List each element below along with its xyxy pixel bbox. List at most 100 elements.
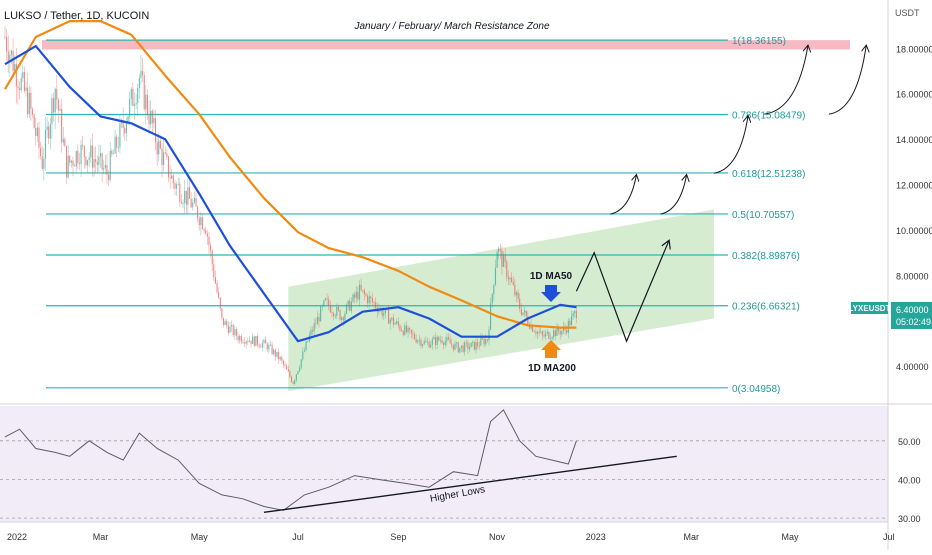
candle	[206, 230, 208, 245]
candle	[124, 125, 126, 141]
candle	[64, 136, 66, 147]
candle-body	[413, 334, 416, 339]
candle	[109, 142, 111, 183]
candle-body	[46, 126, 48, 130]
candle	[467, 339, 469, 355]
candle	[342, 316, 344, 327]
candle	[320, 304, 322, 322]
candle	[554, 329, 556, 341]
candle-body	[219, 297, 221, 309]
candle	[447, 333, 450, 341]
ma200-label: 1D MA200	[528, 363, 576, 374]
candle	[444, 336, 446, 348]
candle	[400, 326, 403, 332]
candle	[324, 297, 327, 302]
candle-body	[423, 340, 425, 345]
rsi-axis-tick: 40.00	[898, 475, 921, 485]
candle-body	[266, 343, 268, 350]
candle-body	[431, 339, 433, 345]
candle	[557, 324, 560, 335]
candle-body	[410, 329, 412, 334]
candle-body	[64, 139, 66, 147]
candle	[111, 148, 113, 157]
candle	[224, 319, 226, 326]
candle-body	[533, 331, 535, 333]
candle	[57, 97, 60, 124]
candle-body	[112, 153, 115, 155]
candle-body	[192, 202, 194, 208]
candle-body	[148, 114, 150, 125]
candle-body	[389, 319, 391, 324]
candle-body	[169, 177, 171, 179]
candle	[256, 333, 259, 348]
candle-body	[388, 310, 390, 324]
candle-body	[475, 342, 477, 350]
candle-body	[363, 290, 365, 295]
candle	[303, 347, 306, 353]
candle-body	[358, 284, 361, 300]
candle-body	[566, 330, 568, 333]
candle-body	[557, 326, 560, 332]
candle-body	[318, 317, 320, 322]
candle-body	[258, 344, 260, 347]
candle	[17, 79, 19, 105]
candle	[41, 146, 43, 171]
fib-level-label: 0.236(6.66321)	[732, 302, 800, 313]
candle-body	[357, 292, 359, 300]
candle	[349, 297, 351, 312]
candle-body	[187, 187, 189, 205]
candle-body	[339, 310, 341, 320]
candle-body	[462, 345, 464, 352]
candle	[438, 335, 440, 342]
candle	[185, 190, 187, 215]
candle-body	[422, 344, 424, 346]
candle	[75, 149, 77, 172]
candle	[480, 333, 482, 347]
candle	[282, 359, 285, 368]
candle-body	[561, 330, 563, 335]
candle-body	[209, 245, 212, 251]
candle	[546, 329, 548, 337]
candle-body	[129, 98, 131, 117]
candle	[305, 339, 307, 352]
candle-body	[117, 147, 119, 149]
candle	[415, 334, 417, 344]
time-axis-tick: Jul	[292, 532, 304, 542]
resistance-zone-label: January / February/ March Resistance Zon…	[353, 21, 550, 32]
candle-body	[166, 153, 168, 157]
candle	[235, 326, 238, 341]
candle	[265, 336, 267, 344]
candle-body	[70, 160, 72, 163]
candle	[216, 280, 218, 294]
candle	[298, 364, 301, 373]
candle-body	[260, 346, 262, 348]
candle-body	[143, 75, 145, 110]
candle-body	[232, 325, 234, 335]
candle	[28, 85, 30, 119]
candle-body	[224, 321, 226, 326]
candle-body	[498, 248, 500, 252]
candle-body	[61, 109, 63, 143]
candle-body	[237, 336, 239, 341]
candle	[146, 89, 149, 120]
candle-body	[151, 110, 153, 124]
candle-body	[30, 92, 32, 109]
candle	[498, 246, 500, 260]
candle-body	[298, 367, 301, 372]
candle-body	[447, 337, 450, 340]
candle-body	[527, 316, 529, 325]
candle-body	[235, 329, 238, 337]
candle	[46, 117, 48, 138]
fib-level-label: 0.5(10.70557)	[732, 210, 794, 221]
candle-body	[48, 126, 50, 139]
candle	[575, 305, 577, 323]
candle-body	[324, 298, 327, 301]
candle	[394, 321, 396, 325]
candle-body	[350, 301, 352, 311]
candle-body	[33, 114, 35, 128]
candle-body	[556, 326, 558, 336]
candle	[18, 81, 21, 100]
candle	[116, 134, 118, 157]
candle-body	[426, 341, 429, 343]
